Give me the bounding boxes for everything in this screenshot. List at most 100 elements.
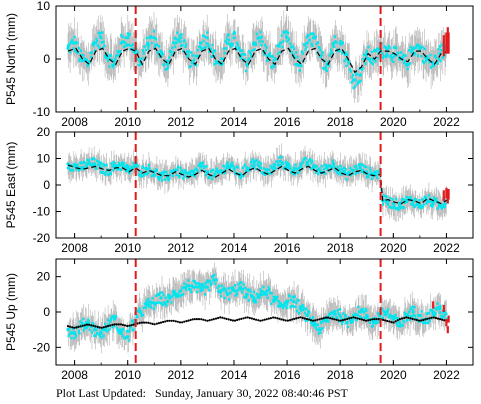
error-bars-up [67,262,447,354]
model-dot [316,318,319,321]
model-dot [350,316,353,319]
model-dot [157,322,160,325]
daily-point [146,167,150,171]
model-dot [326,316,330,319]
x-tick-label: 2016 [274,368,301,382]
daily-point [312,164,316,168]
daily-point [312,321,316,325]
model-dot [392,321,395,324]
daily-point [126,36,130,40]
panel-up: 2008 2010 2012 2014 2016 2018 2020 2022 -20 0 20 P5… [4,258,474,382]
model-dot [428,317,431,320]
daily-point [351,78,356,82]
daily-point [119,163,123,167]
panel-data-north [66,10,450,103]
daily-point [205,285,209,289]
model-dot [149,322,152,325]
daily-point [418,313,422,318]
daily-point [152,36,156,40]
daily-point [305,160,309,165]
model-dot [284,319,287,322]
daily-point [245,292,249,296]
model-dot [145,321,148,324]
model-dot [100,326,103,329]
model-dot [75,326,78,329]
y-tick-label: -10 [33,105,51,119]
daily-point [318,328,322,332]
daily-point [119,41,123,45]
daily-point [146,303,150,307]
daily-point [92,41,97,45]
daily-point [338,313,342,318]
model-dot [189,318,192,322]
model-dot [238,318,241,321]
x-tick-label: 2022 [433,115,460,129]
daily-point [325,166,329,170]
daily-point [139,170,143,174]
model-dot [301,316,304,319]
model-dot [333,318,336,321]
model-dot [403,316,406,320]
model-dot [151,322,154,325]
y-tick-label: 0 [43,305,50,319]
y-tick-label: -20 [33,340,51,354]
daily-point [126,335,130,339]
daily-point [258,36,263,40]
model-dot [280,318,283,321]
daily-point [232,167,236,171]
daily-point [252,160,256,165]
model-dot [339,319,342,322]
model-dot [159,321,163,324]
daily-point [192,285,196,289]
daily-point [292,168,296,172]
model-dot [295,317,298,320]
model-dot [269,317,272,320]
y-tick-label: 20 [37,270,51,284]
model-dot [123,324,127,327]
model-dot [255,318,258,321]
daily-point [172,41,176,45]
model-dot [390,321,393,324]
daily-point [265,289,269,293]
daily-point [358,166,362,170]
model-dot [346,317,349,321]
model-dot [96,325,99,328]
model-dot [113,323,116,326]
daily-point [365,313,369,318]
x-tick-label: 2008 [61,368,88,382]
daily-point [391,317,395,321]
x-tick-label: 2020 [380,368,407,382]
daily-point [278,41,282,45]
y-axis-label-up: P545 Up (mm) [4,273,18,351]
daily-point [438,306,442,311]
daily-point [112,317,116,321]
daily-point [166,62,170,66]
daily-point [199,289,203,293]
x-tick-label: 2022 [433,368,460,382]
model-dot [153,323,156,326]
model-dot [136,322,139,325]
daily-point [185,54,190,58]
daily-point [398,324,402,328]
model-dot [274,316,277,319]
daily-point [245,62,249,66]
model-dot [248,316,251,320]
model-dot [217,316,220,320]
x-tick-label: 2016 [274,241,301,255]
model-dot [90,324,93,327]
daily-point [351,168,356,172]
model-dot [267,317,270,320]
footer-label: Plot Last Updated: [56,386,146,400]
model-dot [193,318,196,321]
model-dot [147,321,150,324]
model-dot [411,317,414,320]
model-dot [337,319,340,322]
model-dot [394,320,397,323]
model-dot [212,318,215,321]
model-dot [69,325,72,328]
daily-point [325,62,329,66]
model-dot [92,324,95,327]
model-dot [282,318,285,321]
model-dot [331,317,334,320]
model-dot [187,319,190,322]
